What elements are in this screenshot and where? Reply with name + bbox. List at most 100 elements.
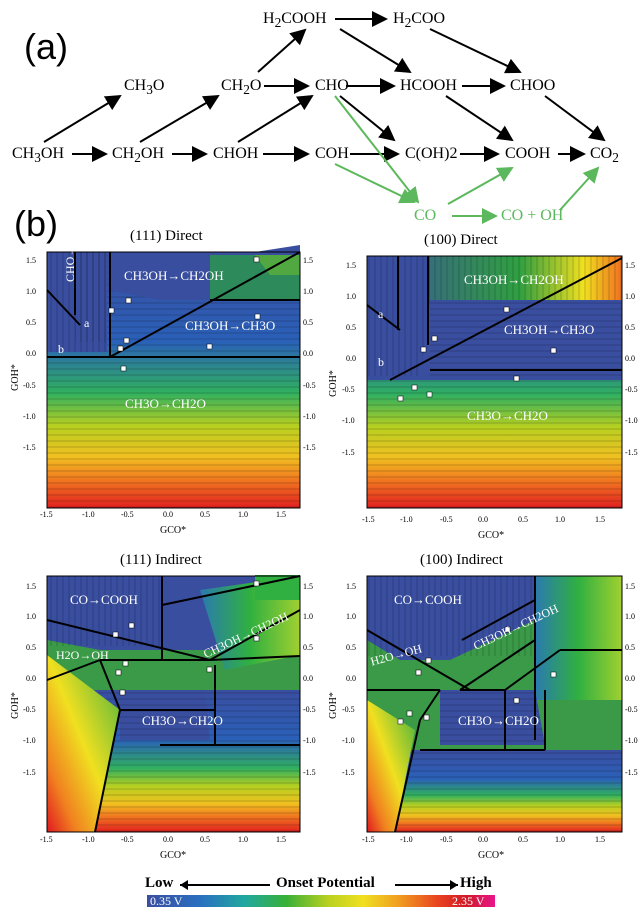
svg-text:-1.5: -1.5 — [625, 768, 638, 777]
svg-text:1.5: 1.5 — [625, 261, 635, 270]
svg-text:-0.5: -0.5 — [303, 381, 316, 390]
plot-title-111-direct: (111) Direct — [130, 228, 203, 244]
legend-title: Onset Potential — [276, 875, 375, 891]
node-co-oh: CO + OH — [501, 207, 564, 224]
svg-text:1.5: 1.5 — [346, 261, 356, 270]
svg-text:-1.0: -1.0 — [82, 510, 95, 519]
svg-text:1.5: 1.5 — [625, 582, 635, 591]
legend-low: Low — [145, 875, 174, 891]
svg-text:0.0: 0.0 — [26, 349, 36, 358]
svg-text:-1.5: -1.5 — [40, 510, 53, 519]
svg-text:-0.5: -0.5 — [303, 705, 316, 714]
svg-text:0.0: 0.0 — [625, 674, 635, 683]
pathway-arrows — [43, 11, 606, 224]
svg-text:1.0: 1.0 — [303, 612, 313, 621]
node-ch3oh: CH3OH — [12, 145, 65, 166]
plot-title-111-indirect: (111) Indirect — [120, 552, 202, 568]
svg-text:-0.5: -0.5 — [121, 510, 134, 519]
svg-text:-1.5: -1.5 — [362, 835, 375, 844]
plot-100-direct — [366, 255, 623, 509]
svg-text:1.0: 1.0 — [346, 612, 356, 621]
svg-text:-1.5: -1.5 — [625, 448, 638, 457]
svg-text:-1.5: -1.5 — [342, 448, 355, 457]
node-hcooh: HCOOH — [400, 77, 457, 94]
svg-text:0.0: 0.0 — [163, 510, 173, 519]
plot-111-direct — [46, 245, 301, 509]
svg-text:-1.0: -1.0 — [82, 835, 95, 844]
svg-text:1.5: 1.5 — [26, 256, 36, 265]
svg-text:-1.5: -1.5 — [23, 768, 36, 777]
svg-text:0.5: 0.5 — [625, 323, 635, 332]
svg-text:0.0: 0.0 — [303, 349, 313, 358]
svg-text:-0.5: -0.5 — [625, 705, 638, 714]
node-ch3o: CH3O — [124, 77, 165, 98]
svg-text:-0.5: -0.5 — [342, 705, 355, 714]
svg-text:1.0: 1.0 — [625, 292, 635, 301]
svg-text:1.0: 1.0 — [238, 835, 248, 844]
svg-text:1.0: 1.0 — [555, 835, 565, 844]
svg-text:-1.5: -1.5 — [303, 443, 316, 452]
svg-text:1.0: 1.0 — [555, 515, 565, 524]
svg-text:-0.5: -0.5 — [23, 381, 36, 390]
svg-text:1.5: 1.5 — [595, 835, 605, 844]
panel-b-label: (b) — [14, 203, 58, 244]
svg-text:0.0: 0.0 — [346, 674, 356, 683]
svg-text:1.0: 1.0 — [346, 292, 356, 301]
svg-text:-0.5: -0.5 — [121, 835, 134, 844]
svg-text:0.5: 0.5 — [518, 835, 528, 844]
svg-text:0.5: 0.5 — [346, 323, 356, 332]
svg-text:0.5: 0.5 — [26, 318, 36, 327]
svg-text:-1.0: -1.0 — [400, 835, 413, 844]
svg-text:-0.5: -0.5 — [23, 705, 36, 714]
svg-text:-1.0: -1.0 — [625, 736, 638, 745]
svg-text:0.5: 0.5 — [518, 515, 528, 524]
svg-text:1.0: 1.0 — [26, 612, 36, 621]
svg-text:0.0: 0.0 — [303, 674, 313, 683]
svg-text:-1.5: -1.5 — [362, 515, 375, 524]
svg-text:-1.5: -1.5 — [40, 835, 53, 844]
svg-text:-1.0: -1.0 — [303, 412, 316, 421]
node-ch2oh: CH2OH — [112, 145, 165, 166]
node-h2coo: H2COO — [393, 10, 446, 31]
plot-100-indirect — [366, 575, 623, 833]
svg-text:-1.5: -1.5 — [23, 443, 36, 452]
svg-text:0.0: 0.0 — [625, 354, 635, 363]
node-cooh: COOH — [505, 145, 551, 162]
svg-text:0.0: 0.0 — [346, 354, 356, 363]
svg-text:0.5: 0.5 — [303, 643, 313, 652]
plot-111-indirect — [46, 575, 301, 833]
svg-text:0.5: 0.5 — [303, 318, 313, 327]
legend-max-value: 2.35 V — [452, 894, 485, 908]
node-coh: COH — [315, 145, 349, 162]
svg-text:1.5: 1.5 — [303, 582, 313, 591]
plot-title-100-indirect: (100) Indirect — [420, 552, 503, 568]
svg-text:0.5: 0.5 — [625, 643, 635, 652]
svg-text:1.0: 1.0 — [303, 287, 313, 296]
svg-text:1.5: 1.5 — [276, 510, 286, 519]
node-co: CO — [414, 207, 437, 224]
svg-text:0.5: 0.5 — [200, 510, 210, 519]
node-co2: CO2 — [590, 145, 619, 166]
svg-text:1.0: 1.0 — [238, 510, 248, 519]
svg-text:0.0: 0.0 — [163, 835, 173, 844]
svg-text:0.0: 0.0 — [26, 674, 36, 683]
node-coh2: C(OH)2 — [405, 145, 458, 162]
svg-text:0.0: 0.0 — [478, 515, 488, 524]
svg-text:0.5: 0.5 — [346, 643, 356, 652]
svg-text:-0.5: -0.5 — [440, 515, 453, 524]
node-h2cooh: H2COOH — [263, 10, 327, 31]
svg-text:1.0: 1.0 — [625, 612, 635, 621]
svg-text:1.5: 1.5 — [303, 256, 313, 265]
svg-text:1.5: 1.5 — [346, 582, 356, 591]
svg-text:-1.0: -1.0 — [342, 736, 355, 745]
svg-text:-1.5: -1.5 — [303, 768, 316, 777]
svg-text:1.5: 1.5 — [276, 835, 286, 844]
node-ch2o: CH2O — [221, 77, 262, 98]
svg-text:-0.5: -0.5 — [440, 835, 453, 844]
svg-text:-1.5: -1.5 — [342, 768, 355, 777]
svg-text:-1.0: -1.0 — [23, 412, 36, 421]
onset-potential-colorbar — [147, 895, 495, 907]
svg-text:1.5: 1.5 — [26, 582, 36, 591]
svg-text:-1.0: -1.0 — [342, 416, 355, 425]
